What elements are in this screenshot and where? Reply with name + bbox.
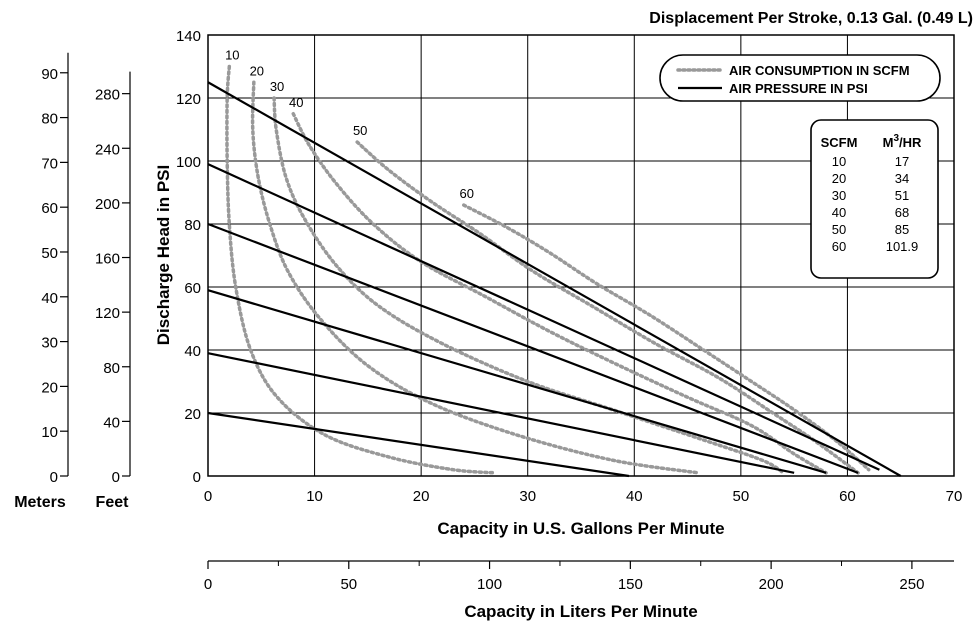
feet-tick-label: 120 <box>95 305 120 322</box>
feet-tick-label: 200 <box>95 196 120 213</box>
feet-axis-label: Feet <box>96 494 130 511</box>
legend: AIR CONSUMPTION IN SCFM AIR PRESSURE IN … <box>659 54 941 102</box>
pressure-line-4 <box>207 222 859 474</box>
x-tick-label: 30 <box>519 488 536 505</box>
meters-tick-label: 60 <box>41 200 58 217</box>
scfm-curve-label-10: 10 <box>225 48 239 63</box>
y-tick-label: 120 <box>176 91 201 108</box>
scfm-curve-labels: 10 20 30 40 50 60 <box>225 48 474 202</box>
scfm-curve-label-30: 30 <box>270 79 284 94</box>
y-tick-label: 40 <box>184 343 201 360</box>
meters-tick-label: 30 <box>41 335 58 352</box>
conversion-table-header-scfm: SCFM <box>821 135 858 150</box>
conversion-table: SCFM M3/HR 10 17 20 34 30 51 40 68 50 85 60 101.9 <box>810 119 939 279</box>
liters-tick-label: 50 <box>340 576 357 593</box>
scfm-curves <box>225 64 871 475</box>
pressure-lines <box>207 81 902 478</box>
table-cell-m3hr: 68 <box>895 205 909 220</box>
legend-label-air-pressure: AIR PRESSURE IN PSI <box>729 81 868 96</box>
scfm-curve-60 <box>462 203 871 472</box>
x-tick-label: 0 <box>204 488 212 505</box>
table-cell-m3hr: 101.9 <box>886 239 919 254</box>
y-tick-label: 80 <box>184 217 201 234</box>
meters-tick-label: 50 <box>41 245 58 262</box>
chart-title: Displacement Per Stroke, 0.13 Gal. (0.49… <box>649 10 973 27</box>
y-tick-label: 60 <box>184 280 201 297</box>
feet-tick-label: 280 <box>95 87 120 104</box>
table-cell-m3hr: 17 <box>895 154 909 169</box>
plot-frame <box>207 34 955 477</box>
feet-tick-label: 40 <box>103 414 120 431</box>
x-tick-label: 70 <box>946 488 963 505</box>
x-tick-label: 60 <box>839 488 856 505</box>
table-cell-scfm: 40 <box>832 205 846 220</box>
y-tick-label: 0 <box>193 469 201 486</box>
liters-tick-label: 0 <box>204 576 212 593</box>
x-tick-label: 20 <box>413 488 430 505</box>
y-tick-label: 20 <box>184 406 201 423</box>
scfm-curve-label-20: 20 <box>250 63 264 78</box>
scfm-curve-label-40: 40 <box>289 95 303 110</box>
scfm-curve-30 <box>272 96 786 475</box>
x-tick-label: 10 <box>306 488 323 505</box>
meters-axis-label: Meters <box>14 494 66 511</box>
meters-tick-label: 70 <box>41 155 58 172</box>
conversion-table-box <box>810 119 939 279</box>
table-cell-m3hr: 51 <box>895 188 909 203</box>
table-cell-scfm: 30 <box>832 188 846 203</box>
y-tick-label: 100 <box>176 154 201 171</box>
meters-tick-label: 80 <box>41 111 58 128</box>
liters-tick-label: 250 <box>899 576 924 593</box>
feet-tick-label: 160 <box>95 251 120 268</box>
table-cell-scfm: 60 <box>832 239 846 254</box>
pressure-line-5 <box>207 163 880 471</box>
liters-axis-label: Capacity in Liters Per Minute <box>464 602 697 621</box>
liters-tick-label: 100 <box>477 576 502 593</box>
table-cell-m3hr: 34 <box>895 171 909 186</box>
feet-tick-label: 80 <box>103 360 120 377</box>
meters-axis: 0 10 20 30 40 50 60 70 80 90 <box>41 52 69 486</box>
scfm-curve-40 <box>291 112 828 475</box>
table-cell-m3hr: 85 <box>895 222 909 237</box>
y-axis-ticks: 0 20 40 60 80 100 120 140 <box>176 28 201 486</box>
conversion-table-header-m3hr: M3/HR <box>883 133 922 150</box>
x-tick-label: 50 <box>733 488 750 505</box>
legend-label-air-consumption: AIR CONSUMPTION IN SCFM <box>729 63 910 78</box>
liters-tick-label: 150 <box>618 576 643 593</box>
table-cell-scfm: 50 <box>832 222 846 237</box>
meters-tick-label: 20 <box>41 379 58 396</box>
scfm-curve-10 <box>225 64 498 475</box>
meters-tick-label: 10 <box>41 424 58 441</box>
x-axis-ticks: 0 10 20 30 40 50 60 70 <box>204 488 963 505</box>
y-tick-label: 140 <box>176 28 201 45</box>
meters-tick-label: 90 <box>41 66 58 83</box>
pressure-line-6 <box>207 81 902 477</box>
pressure-line-2 <box>207 352 795 474</box>
table-cell-scfm: 20 <box>832 171 846 186</box>
feet-tick-label: 0 <box>112 469 120 486</box>
feet-tick-label: 240 <box>95 141 120 158</box>
meters-tick-label: 0 <box>50 469 58 486</box>
scfm-curve-label-60: 60 <box>460 186 474 201</box>
feet-axis: 0 40 80 120 160 200 240 280 <box>95 71 131 486</box>
conversion-table-rows: 10 17 20 34 30 51 40 68 50 85 60 101.9 <box>832 154 919 254</box>
meters-tick-label: 40 <box>41 290 58 307</box>
x-tick-label: 40 <box>626 488 643 505</box>
liters-axis: 0 50 100 150 200 250 <box>204 560 954 593</box>
scfm-curve-20 <box>250 80 700 475</box>
table-cell-scfm: 10 <box>832 154 846 169</box>
scfm-curve-50 <box>355 140 860 475</box>
liters-tick-label: 200 <box>759 576 784 593</box>
legend-box <box>659 54 941 102</box>
pressure-line-1 <box>207 411 630 478</box>
pressure-line-3 <box>207 289 827 474</box>
scfm-curve-label-50: 50 <box>353 123 367 138</box>
y-axis-label: Discharge Head in PSI <box>154 165 173 345</box>
x-axis-label: Capacity in U.S. Gallons Per Minute <box>437 519 724 538</box>
